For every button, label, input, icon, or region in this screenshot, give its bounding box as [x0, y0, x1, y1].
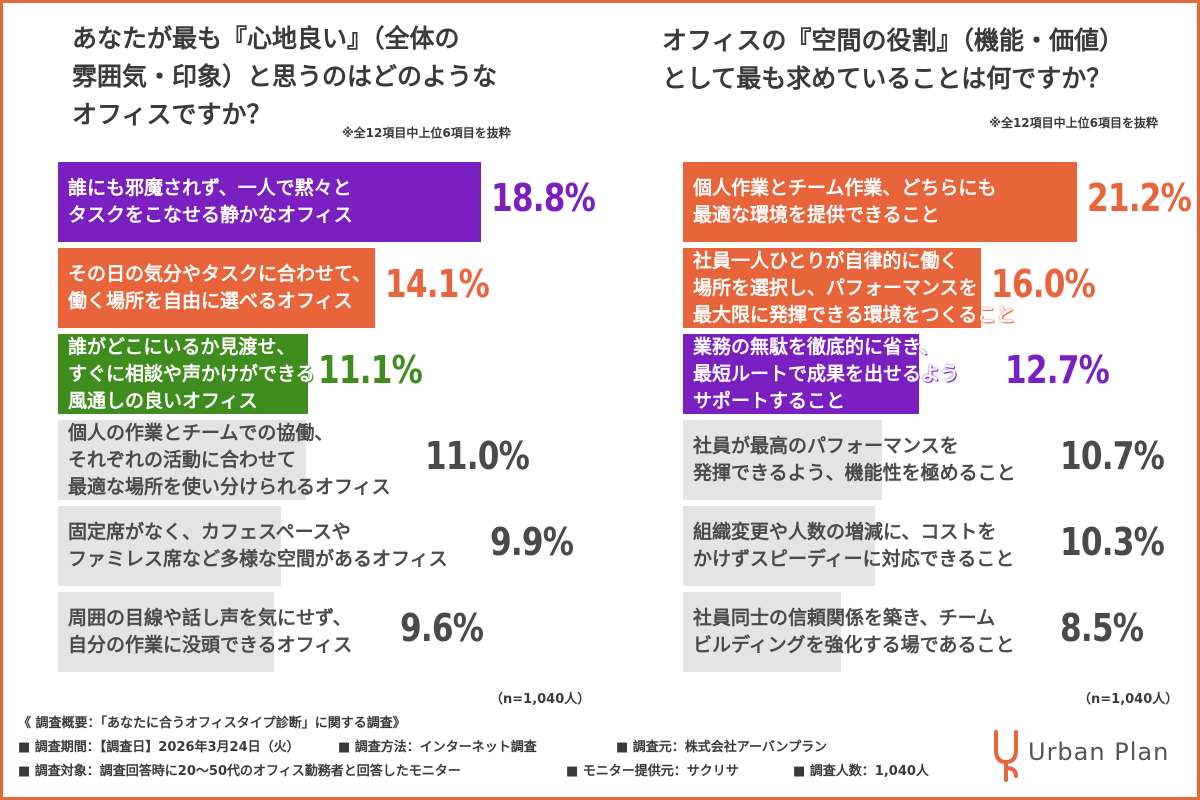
right-bar-label-1-line-1: 個人作業とチーム作業、どちらにも — [693, 177, 997, 199]
right-bar-label-2-line-3: 最大限に発揮できる環境をつくること — [693, 303, 1016, 326]
left-bar-value-2: 14.1% — [385, 262, 490, 306]
right-bar-6 — [683, 592, 842, 672]
right-title-line-1: オフィスの『空間の役割』（機能・価値） — [662, 26, 1125, 55]
right-bar-label-3-line-3: サポートすること — [693, 389, 846, 412]
right-bar-1 — [683, 162, 1078, 242]
survey-heading: 《 調査概要：「あなたに合うオフィスタイプ診断」に関する調査》 — [18, 716, 406, 731]
right-bar-label-4-line-1: 社員が最高のパフォーマンスを — [693, 435, 959, 457]
left-bar-label-6-line-2: 自分の作業に没頭できるオフィス — [68, 634, 353, 656]
left-sample-size: （n=1,040人） — [490, 692, 591, 707]
left-bar-label-3: 誰がどこにいるか見渡せ、 すぐに相談や声かけができる 風通しの良いオフィス — [68, 334, 315, 415]
left-bar-5 — [58, 506, 281, 586]
right-bar-value-4: 10.7% — [1060, 434, 1165, 478]
right-bar-label-1: 個人作業とチーム作業、どちらにも 最適な環境を提供できること — [693, 175, 996, 229]
left-panel: あなたが最も『心地良い』（全体の 雰囲気・印象）と思うのはどのような オフィスで… — [0, 0, 600, 710]
right-panel: オフィスの『空間の役割』（機能・価値） として最も求めていることは何ですか？ ※… — [600, 0, 1200, 710]
right-bar-label-4-line-2: 発揮できるよう、機能性を極めること — [693, 462, 1016, 484]
right-bar-label-2-line-2: 場所を選択し、パフォーマンスを — [693, 276, 978, 299]
right-bar-label-3: 業務の無駄を徹底的に省き、 最短ルートで成果を出せるよう サポートすること — [693, 334, 959, 415]
right-bar-label-5: 組織変更や人数の増減に、コストを かけずスピーディーに対応できること — [693, 519, 1014, 573]
left-bar-value-1: 18.8% — [491, 176, 596, 220]
left-bar-label-3-line-3: 風通しの良いオフィス — [68, 389, 258, 412]
survey-row-1: ■ 調査期間：【調査日】2026年3月24日（火） ■ 調査方法：インターネット… — [18, 736, 978, 760]
survey-provider: ■ モニター提供元：サクリサ — [566, 764, 739, 779]
left-bar-label-4-line-2: それぞれの活動に合わせて — [68, 448, 297, 471]
left-question-title: あなたが最も『心地良い』（全体の 雰囲気・印象）と思うのはどのような オフィスで… — [72, 20, 497, 134]
right-bar-label-5-line-1: 組織変更や人数の増減に、コストを — [693, 521, 997, 543]
logo-text: Urban Plan — [1028, 738, 1170, 766]
left-bar-label-2: その日の気分やタスクに合わせて、 働く場所を自由に選べるオフィス — [68, 261, 371, 315]
right-sample-size: （n=1,040人） — [1078, 692, 1179, 707]
left-bar-label-5-line-2: ファミレス席など多様な空間があるオフィス — [68, 548, 448, 570]
survey-method: ■ 調査方法：インターネット調査 — [338, 740, 537, 755]
survey-count: ■ 調査人数：1,040人 — [793, 764, 929, 779]
left-bar-label-1-line-1: 誰にも邪魔されず、一人で黙々と — [68, 177, 352, 199]
left-bar-label-4-line-3: 最適な場所を使い分けられるオフィス — [68, 475, 391, 498]
left-bar-4 — [58, 420, 306, 500]
right-note: ※全12項目中上位6項目を抜粋 — [989, 116, 1158, 130]
urban-plan-logo-icon — [994, 730, 1018, 782]
right-bar-label-3-line-1: 業務の無駄を徹底的に省き、 — [693, 335, 939, 358]
right-bar-label-3-line-2: 最短ルートで成果を出せるよう — [693, 362, 960, 385]
right-bar-value-6: 8.5% — [1060, 606, 1144, 650]
right-bar-label-5-line-2: かけずスピーディーに対応できること — [693, 548, 1015, 570]
right-bar-label-6-line-2: ビルディングを強化する場であること — [693, 634, 1015, 656]
right-bar-value-3: 12.7% — [1005, 348, 1110, 392]
right-title-line-2: として最も求めていることは何ですか？ — [662, 64, 1112, 93]
left-bar-label-5-line-1: 固定席がなく、カフェスペースや — [68, 521, 351, 543]
right-bar-label-2: 社員一人ひとりが自律的に働く 場所を選択し、パフォーマンスを最大限に発揮できる環境… — [693, 248, 1015, 329]
left-bar-value-6: 9.6% — [400, 606, 484, 650]
right-bar-value-2: 16.0% — [990, 262, 1096, 306]
right-bar-2 — [683, 248, 981, 328]
left-bar-1 — [58, 162, 481, 242]
left-bar-value-5: 9.9% — [490, 520, 574, 564]
right-bar-4 — [683, 420, 883, 500]
survey-period: ■ 調査期間：【調査日】2026年3月24日（火） — [18, 740, 300, 755]
survey-organizer: ■ 調査元：株式会社アーバンプラン — [616, 740, 828, 755]
left-bar-label-6-line-1: 周囲の目線や話し声を気にせず、 — [68, 607, 352, 629]
survey-target: ■ 調査対象：調査回答時に20〜50代のオフィス勤務者と回答したモニター — [18, 764, 461, 779]
left-bar-label-3-line-1: 誰がどこにいるか見渡せ、 — [68, 335, 296, 358]
right-bar-label-1-line-2: 最適な環境を提供できること — [693, 204, 940, 226]
left-bar-label-2-line-2: 働く場所を自由に選べるオフィス — [68, 290, 353, 312]
right-bar-label-6: 社員同士の信頼関係を築き、チーム ビルディングを強化する場であること — [693, 605, 1014, 659]
survey-summary: 《 調査概要：「あなたに合うオフィスタイプ診断」に関する調査》 ■ 調査期間：【… — [18, 712, 978, 784]
left-bar-label-1: 誰にも邪魔されず、一人で黙々と タスクをこなせる静かなオフィス — [68, 175, 353, 229]
right-bar-label-2-line-1: 社員一人ひとりが自律的に働く — [693, 249, 959, 272]
left-bar-label-1-line-2: タスクをこなせる静かなオフィス — [68, 204, 353, 226]
left-bar-label-3-line-2: すぐに相談や声かけができる — [68, 362, 315, 385]
left-bar-label-4: 個人の作業とチームでの協働、 それぞれの活動に合わせて最適な場所を使い分けられるオ… — [68, 420, 391, 501]
left-bar-label-5: 固定席がなく、カフェスペースやファミレス席など多様な空間があるオフィス — [68, 519, 448, 573]
right-bar-5 — [683, 506, 875, 586]
survey-row-2: ■ 調査対象：調査回答時に20〜50代のオフィス勤務者と回答したモニター ■ モ… — [18, 760, 978, 784]
left-title-line-3: オフィスですか？ — [72, 100, 272, 129]
left-bar-label-2-line-1: その日の気分やタスクに合わせて、 — [68, 263, 372, 285]
right-bar-3 — [683, 334, 920, 414]
left-bar-label-4-line-1: 個人の作業とチームでの協働、 — [68, 421, 334, 444]
left-bar-value-3: 11.1% — [317, 348, 423, 392]
right-bar-value-5: 10.3% — [1060, 520, 1165, 564]
left-title-line-1: あなたが最も『心地良い』（全体の — [72, 24, 460, 53]
left-bar-6 — [58, 592, 274, 672]
right-bar-label-6-line-1: 社員同士の信頼関係を築き、チーム — [693, 607, 996, 629]
left-bar-2 — [58, 248, 376, 328]
right-bar-value-1: 21.2% — [1087, 176, 1192, 220]
right-bar-label-4: 社員が最高のパフォーマンスを発揮できるよう、機能性を極めること — [693, 433, 1016, 487]
company-logo: Urban Plan — [990, 728, 1180, 784]
left-note: ※全12項目中上位6項目を抜粋 — [342, 126, 511, 140]
left-title-line-2: 雰囲気・印象）と思うのはどのような — [72, 62, 498, 91]
left-bar-value-4: 11.0% — [425, 434, 530, 478]
left-bar-label-6: 周囲の目線や話し声を気にせず、 自分の作業に没頭できるオフィス — [68, 605, 352, 659]
left-bar-3 — [58, 334, 308, 414]
right-question-title: オフィスの『空間の役割』（機能・価値） として最も求めていることは何ですか？ — [662, 22, 1124, 98]
